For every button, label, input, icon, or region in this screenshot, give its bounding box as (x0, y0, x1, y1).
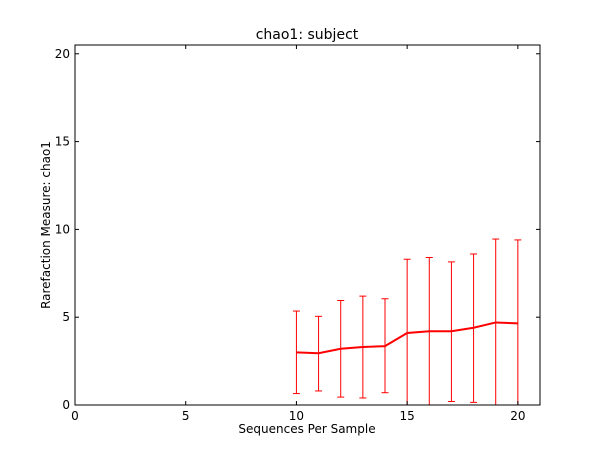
y-axis-label: Rarefaction Measure: chao1 (39, 141, 53, 309)
x-tick-label: 0 (71, 409, 79, 423)
x-tick-label: 15 (400, 409, 415, 423)
series-line (296, 321, 518, 355)
plot-frame (74, 44, 541, 406)
y-tick-label: 0 (62, 398, 70, 412)
chart-title: chao1: subject (256, 27, 359, 43)
x-tick-label: 5 (182, 409, 190, 423)
x-axis-label: Sequences Per Sample (238, 422, 375, 436)
axis-ticks: 0 5 10 15 20 0 5 10 15 20 (55, 45, 540, 423)
plot-area (292, 238, 522, 406)
y-tick-label: 5 (62, 310, 70, 324)
y-tick-label: 10 (55, 222, 70, 236)
x-tick-label: 20 (510, 409, 525, 423)
y-tick-label: 20 (55, 47, 70, 61)
y-tick-label: 15 (55, 135, 70, 149)
x-tick-label: 10 (289, 409, 304, 423)
